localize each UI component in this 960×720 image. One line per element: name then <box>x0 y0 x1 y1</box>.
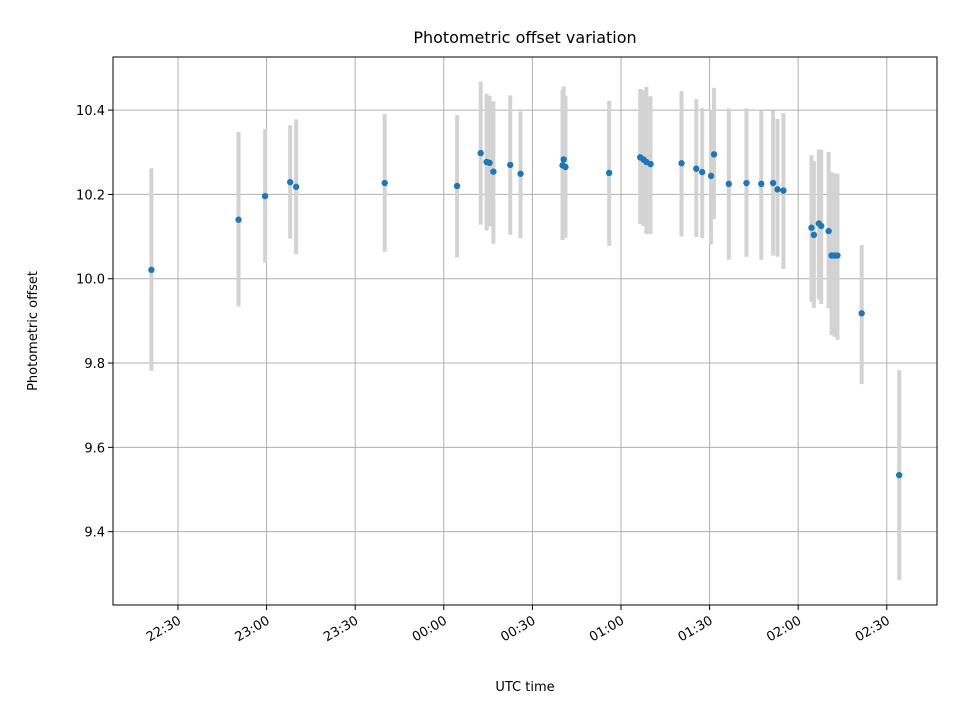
data-point <box>477 149 484 157</box>
data-point <box>743 179 750 187</box>
data-point <box>605 169 613 177</box>
data-point <box>707 172 715 180</box>
x-tick-label: 01:00 <box>587 613 627 645</box>
data-point <box>825 227 832 235</box>
data-point <box>818 222 825 230</box>
x-tick-label: 01:30 <box>676 613 716 645</box>
x-axis-ticks: 22:30 23:00 23:30 00:00 00:30 01:00 01:30 02:00… <box>144 605 893 645</box>
y-tick-label: 10.2 <box>76 188 105 203</box>
data-point <box>490 168 497 175</box>
grid-lines <box>113 57 937 605</box>
data-point <box>725 180 732 188</box>
data-points <box>148 149 903 479</box>
y-tick-label: 9.6 <box>84 441 105 456</box>
chart-title: Photometric offset variation <box>413 28 636 47</box>
data-point <box>148 266 155 274</box>
y-tick-label: 10.4 <box>76 104 105 119</box>
data-point <box>287 178 294 186</box>
y-axis-label: Photometric offset <box>26 271 41 391</box>
data-point <box>858 310 865 317</box>
data-point <box>486 159 493 167</box>
data-point <box>381 179 388 187</box>
y-tick-label: 10.0 <box>76 273 105 288</box>
x-tick-label: 00:00 <box>410 613 450 645</box>
data-point <box>453 182 461 190</box>
data-point <box>261 192 269 200</box>
data-point <box>758 180 765 188</box>
data-point <box>699 168 706 176</box>
x-tick-label: 00:30 <box>498 613 538 645</box>
plot-frame <box>112 56 938 606</box>
data-point <box>693 165 700 172</box>
error-bars <box>149 81 902 581</box>
data-point <box>769 179 777 187</box>
x-tick-label: 22:30 <box>144 613 184 645</box>
data-point <box>678 160 685 167</box>
y-axis-ticks: 9.4 9.6 9.8 10.0 10.2 10.4 <box>76 104 113 541</box>
x-tick-label: 23:00 <box>233 613 273 645</box>
data-point <box>647 160 654 168</box>
data-point <box>235 216 242 223</box>
data-point <box>810 231 818 239</box>
data-point <box>774 186 781 193</box>
data-point <box>710 151 718 158</box>
x-axis-label: UTC time <box>495 680 554 695</box>
data-point <box>507 161 514 169</box>
y-tick-label: 9.4 <box>84 526 105 541</box>
y-tick-label: 9.8 <box>84 357 105 372</box>
data-point <box>560 156 567 163</box>
data-point <box>895 471 903 479</box>
x-tick-label: 02:30 <box>853 613 893 645</box>
x-tick-label: 02:00 <box>764 613 804 645</box>
data-point <box>562 163 569 171</box>
x-tick-label: 23:30 <box>321 613 361 645</box>
data-point <box>517 170 524 177</box>
data-point <box>780 187 787 194</box>
data-point <box>808 224 815 231</box>
data-point <box>292 183 300 191</box>
data-point <box>834 252 841 259</box>
